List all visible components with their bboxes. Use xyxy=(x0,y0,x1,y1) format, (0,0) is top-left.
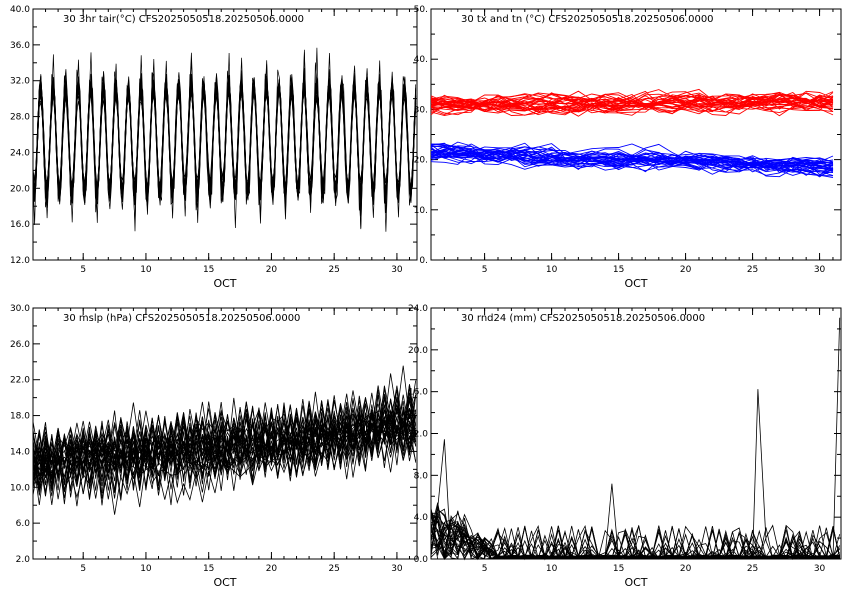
y-tick-label: 20.0 xyxy=(408,346,428,356)
y-tick-label: 2.0 xyxy=(16,555,31,565)
x-tick-label: 20 xyxy=(680,265,692,275)
x-tick-label: 5 xyxy=(80,564,86,574)
panel-title: 30 tx and tn (°C) CFS2025050518.20250506… xyxy=(461,14,714,25)
tn-member-line xyxy=(430,151,834,170)
tx-member-line xyxy=(430,91,834,111)
mslp-member-line xyxy=(32,428,416,477)
tn-member-line xyxy=(430,149,834,172)
y-tick-label: 16.0 xyxy=(408,388,428,398)
y-tick-label: 50. xyxy=(414,5,428,15)
x-tick-label: 15 xyxy=(203,564,214,574)
plot-frame xyxy=(430,8,842,261)
x-tick-label: 25 xyxy=(328,265,339,275)
x-tick-label: 10 xyxy=(140,265,152,275)
x-tick-label: 10 xyxy=(546,564,558,574)
x-axis-label: OCT xyxy=(213,277,236,290)
rnd24-member-line xyxy=(430,517,841,560)
y-tick-label: 22.0 xyxy=(10,376,30,386)
x-tick-label: 5 xyxy=(80,265,86,275)
panel-title: 30 rnd24 (mm) CFS2025050518.20250506.000… xyxy=(461,313,705,324)
tair-panel: 5 10 15 20 25 30 12.0 16.0 20.0 24.0 28.0 32.0 36.0 4… xyxy=(10,5,418,290)
x-tick-label: 30 xyxy=(391,564,403,574)
tn-member-line xyxy=(430,146,834,176)
x-axis-label: OCT xyxy=(624,277,647,290)
x-tick-label: 15 xyxy=(203,265,214,275)
x-tick-label: 25 xyxy=(747,564,758,574)
y-tick-label: 26.0 xyxy=(10,340,30,350)
rnd24-panel: 5 10 15 20 25 30 0.0 4.0 8.0 12.0 16.0 20.0 24.0 OCT 3… xyxy=(408,304,842,589)
y-tick-label: 24.0 xyxy=(10,148,30,158)
rnd24-member-line xyxy=(430,529,840,561)
y-tick-label: 20.0 xyxy=(10,184,30,194)
y-tick-label: 30. xyxy=(414,105,428,115)
y-tick-label: 18.0 xyxy=(10,412,30,422)
x-tick-label: 10 xyxy=(546,265,558,275)
mslp-panel: 5 10 15 20 25 30 2.0 6.0 10.0 14.0 18.0 22.0 26.0 30.… xyxy=(10,304,418,589)
tx-member-line xyxy=(430,90,834,113)
tx-member-line xyxy=(430,89,834,113)
x-tick-label: 25 xyxy=(747,265,758,275)
plot-frame xyxy=(430,307,842,560)
y-tick-label: 8.0 xyxy=(414,471,429,481)
x-tick-label: 15 xyxy=(613,265,624,275)
x-axis-label: OCT xyxy=(624,576,647,589)
x-tick-label: 20 xyxy=(266,265,278,275)
x-tick-label: 25 xyxy=(328,564,339,574)
y-tick-label: 16.0 xyxy=(10,220,30,230)
y-tick-label: 40. xyxy=(414,55,428,65)
y-tick-label: 10. xyxy=(414,206,428,216)
y-tick-label: 10.0 xyxy=(10,483,30,493)
x-tick-label: 20 xyxy=(266,564,278,574)
tx-member-line xyxy=(430,90,834,116)
panel-title: 30 3hr tair(°C) CFS2025050518.20250506.0… xyxy=(63,14,304,25)
tx-member-line xyxy=(430,91,834,116)
mslp-member-line xyxy=(32,384,417,482)
y-tick-label: 0.0 xyxy=(414,555,429,565)
tx-member-line xyxy=(430,92,834,116)
y-tick-label: 12.0 xyxy=(408,430,428,440)
y-tick-label: 0. xyxy=(419,256,428,266)
tair-member-line xyxy=(32,52,417,219)
tx-tn-panel: 5 10 15 20 25 30 0. 10. 20. 30. 40. 50. OCT 30 tx and… xyxy=(414,5,842,290)
panel-title: 30 mslp (hPa) CFS2025050518.20250506.000… xyxy=(63,313,300,324)
tn-member-line xyxy=(430,149,834,172)
y-tick-label: 24.0 xyxy=(408,304,428,314)
tair-member-line xyxy=(32,74,417,211)
tn-member-line xyxy=(430,150,834,173)
x-tick-label: 30 xyxy=(814,265,826,275)
y-tick-label: 14.0 xyxy=(10,447,30,457)
y-tick-label: 12.0 xyxy=(10,256,30,266)
x-tick-label: 10 xyxy=(140,564,152,574)
plot-frame xyxy=(32,8,418,261)
y-tick-label: 40.0 xyxy=(10,5,30,15)
y-tick-label: 28.0 xyxy=(10,113,30,123)
tx-member-line xyxy=(430,91,834,114)
x-axis-label: OCT xyxy=(213,576,236,589)
y-tick-label: 32.0 xyxy=(10,77,30,87)
x-tick-label: 30 xyxy=(814,564,826,574)
x-tick-label: 5 xyxy=(482,564,488,574)
y-tick-label: 36.0 xyxy=(10,41,30,51)
tn-member-line xyxy=(430,147,834,171)
y-tick-label: 6.0 xyxy=(16,519,31,529)
mslp-member-line xyxy=(32,401,417,493)
x-tick-label: 15 xyxy=(613,564,624,574)
x-tick-label: 5 xyxy=(482,265,488,275)
x-tick-label: 30 xyxy=(391,265,403,275)
mslp-member-line xyxy=(32,409,417,478)
y-tick-label: 30.0 xyxy=(10,304,30,314)
rnd24-member-line xyxy=(430,317,841,560)
tx-member-line xyxy=(430,93,834,108)
mslp-member-line xyxy=(32,394,417,506)
x-tick-label: 20 xyxy=(680,564,692,574)
y-tick-label: 20. xyxy=(414,156,428,166)
y-tick-label: 4.0 xyxy=(414,513,429,523)
tx-member-line xyxy=(430,97,834,115)
